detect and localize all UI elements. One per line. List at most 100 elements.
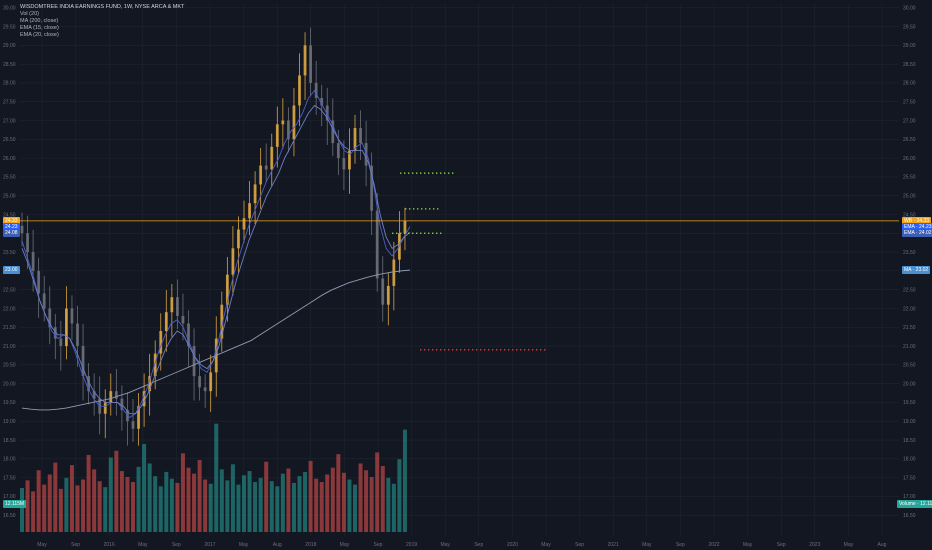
y-tick-label-right: 21.50 [903,325,916,331]
y-tick-label-right: 22.00 [903,306,916,312]
volume-bar [269,481,274,532]
x-tick-label: Sep [575,542,584,548]
volume-bar [164,471,169,532]
red-dot-marker [452,349,454,351]
candle-body [192,346,196,377]
red-dot-marker [484,349,486,351]
green-dot-marker [440,232,442,234]
candle-body [253,184,257,204]
left-price-tag: 24.08 [3,228,20,237]
candle-body [348,150,351,170]
green-dot-marker [440,172,442,174]
green-dot-marker [425,208,427,210]
green-dot-marker [432,172,434,174]
volume-bar [142,444,147,532]
right-price-tag: WB · 24.33 [902,216,932,225]
candle-body [331,120,335,144]
volume-bar [153,476,158,532]
y-tick-label-left: 28.50 [3,62,16,68]
green-dot-marker [416,172,418,174]
green-dot-marker [409,208,411,210]
y-tick-label-left: 23.50 [3,250,16,256]
x-tick-label: Aug [273,542,282,548]
candle-body [364,143,368,166]
red-dot-marker [540,349,542,351]
red-dot-marker [440,349,442,351]
volume-bar [42,484,47,532]
candle-body [26,233,29,253]
x-tick-label: 2018 [305,542,316,548]
y-tick-label-left: 18.50 [3,438,16,444]
left-price-tag: 24.33 [3,216,20,225]
candle-body [48,308,52,328]
volume-bar [336,454,341,532]
red-dot-marker [432,349,434,351]
volume-bar [69,465,74,532]
volume-bar [253,482,258,532]
volume-bar [258,477,263,532]
green-dot-marker [452,172,454,174]
green-dot-marker [444,172,446,174]
green-dot-marker [400,232,402,234]
candle-body [187,323,190,347]
x-tick-label: May [239,542,249,548]
volume-bar [347,479,352,532]
red-dot-marker [504,349,506,351]
red-dot-marker [424,349,426,351]
y-tick-label-right: 22.50 [903,287,916,293]
volume-bar [264,461,269,532]
x-tick-label: Sep [474,542,483,548]
candle-body [237,229,240,249]
candle-body [153,353,157,377]
y-tick-label-right: 19.00 [903,419,916,425]
y-tick-label-right: 24.50 [903,212,916,218]
y-tick-label-left: 30.00 [3,6,16,12]
x-tick-label: 2022 [708,542,719,548]
red-dot-marker [472,349,474,351]
x-tick-label: Sep [172,542,181,548]
candle-body [198,376,201,388]
red-dot-marker [500,349,502,351]
red-dot-marker [456,349,458,351]
y-tick-label-left: 22.00 [3,306,16,312]
candle-body [353,128,357,151]
candle-body [114,391,118,399]
y-tick-label-left: 29.00 [3,43,16,49]
candle-body [370,165,374,211]
y-tick-label-left: 20.00 [3,381,16,387]
candle-body [292,105,296,140]
volume-bar [53,462,58,532]
green-dot-marker [412,172,414,174]
volume-bar [375,452,380,532]
green-dot-marker [432,232,434,234]
green-dot-marker [433,208,435,210]
candle-body [220,304,224,339]
y-tick-label-right: 29.00 [903,43,916,49]
x-tick-label: 2019 [406,542,417,548]
green-dot-marker [396,232,398,234]
candle-body [70,308,74,324]
green-dot-marker [428,172,430,174]
candle-body [298,75,301,106]
legend-ma200: MA (200, close) [20,18,59,24]
green-dot-marker [437,208,439,210]
volume-bar [64,477,69,532]
volume-bar [103,487,108,532]
candle-body [87,376,90,392]
red-dot-marker [524,349,526,351]
green-dot-marker [412,232,414,234]
candle-body [142,391,146,407]
candle-body [209,372,213,392]
right-price-tag: EMA · 24.23 [902,222,932,231]
x-tick-label: 2021 [608,542,619,548]
volume-bar [308,460,313,532]
red-dot-marker [536,349,538,351]
candle-body [42,293,46,309]
volume-bar [214,423,219,532]
volume-bar [136,466,141,532]
green-dot-marker [408,172,410,174]
y-tick-label-right: 20.00 [903,381,916,387]
y-tick-label-left: 27.00 [3,118,16,124]
